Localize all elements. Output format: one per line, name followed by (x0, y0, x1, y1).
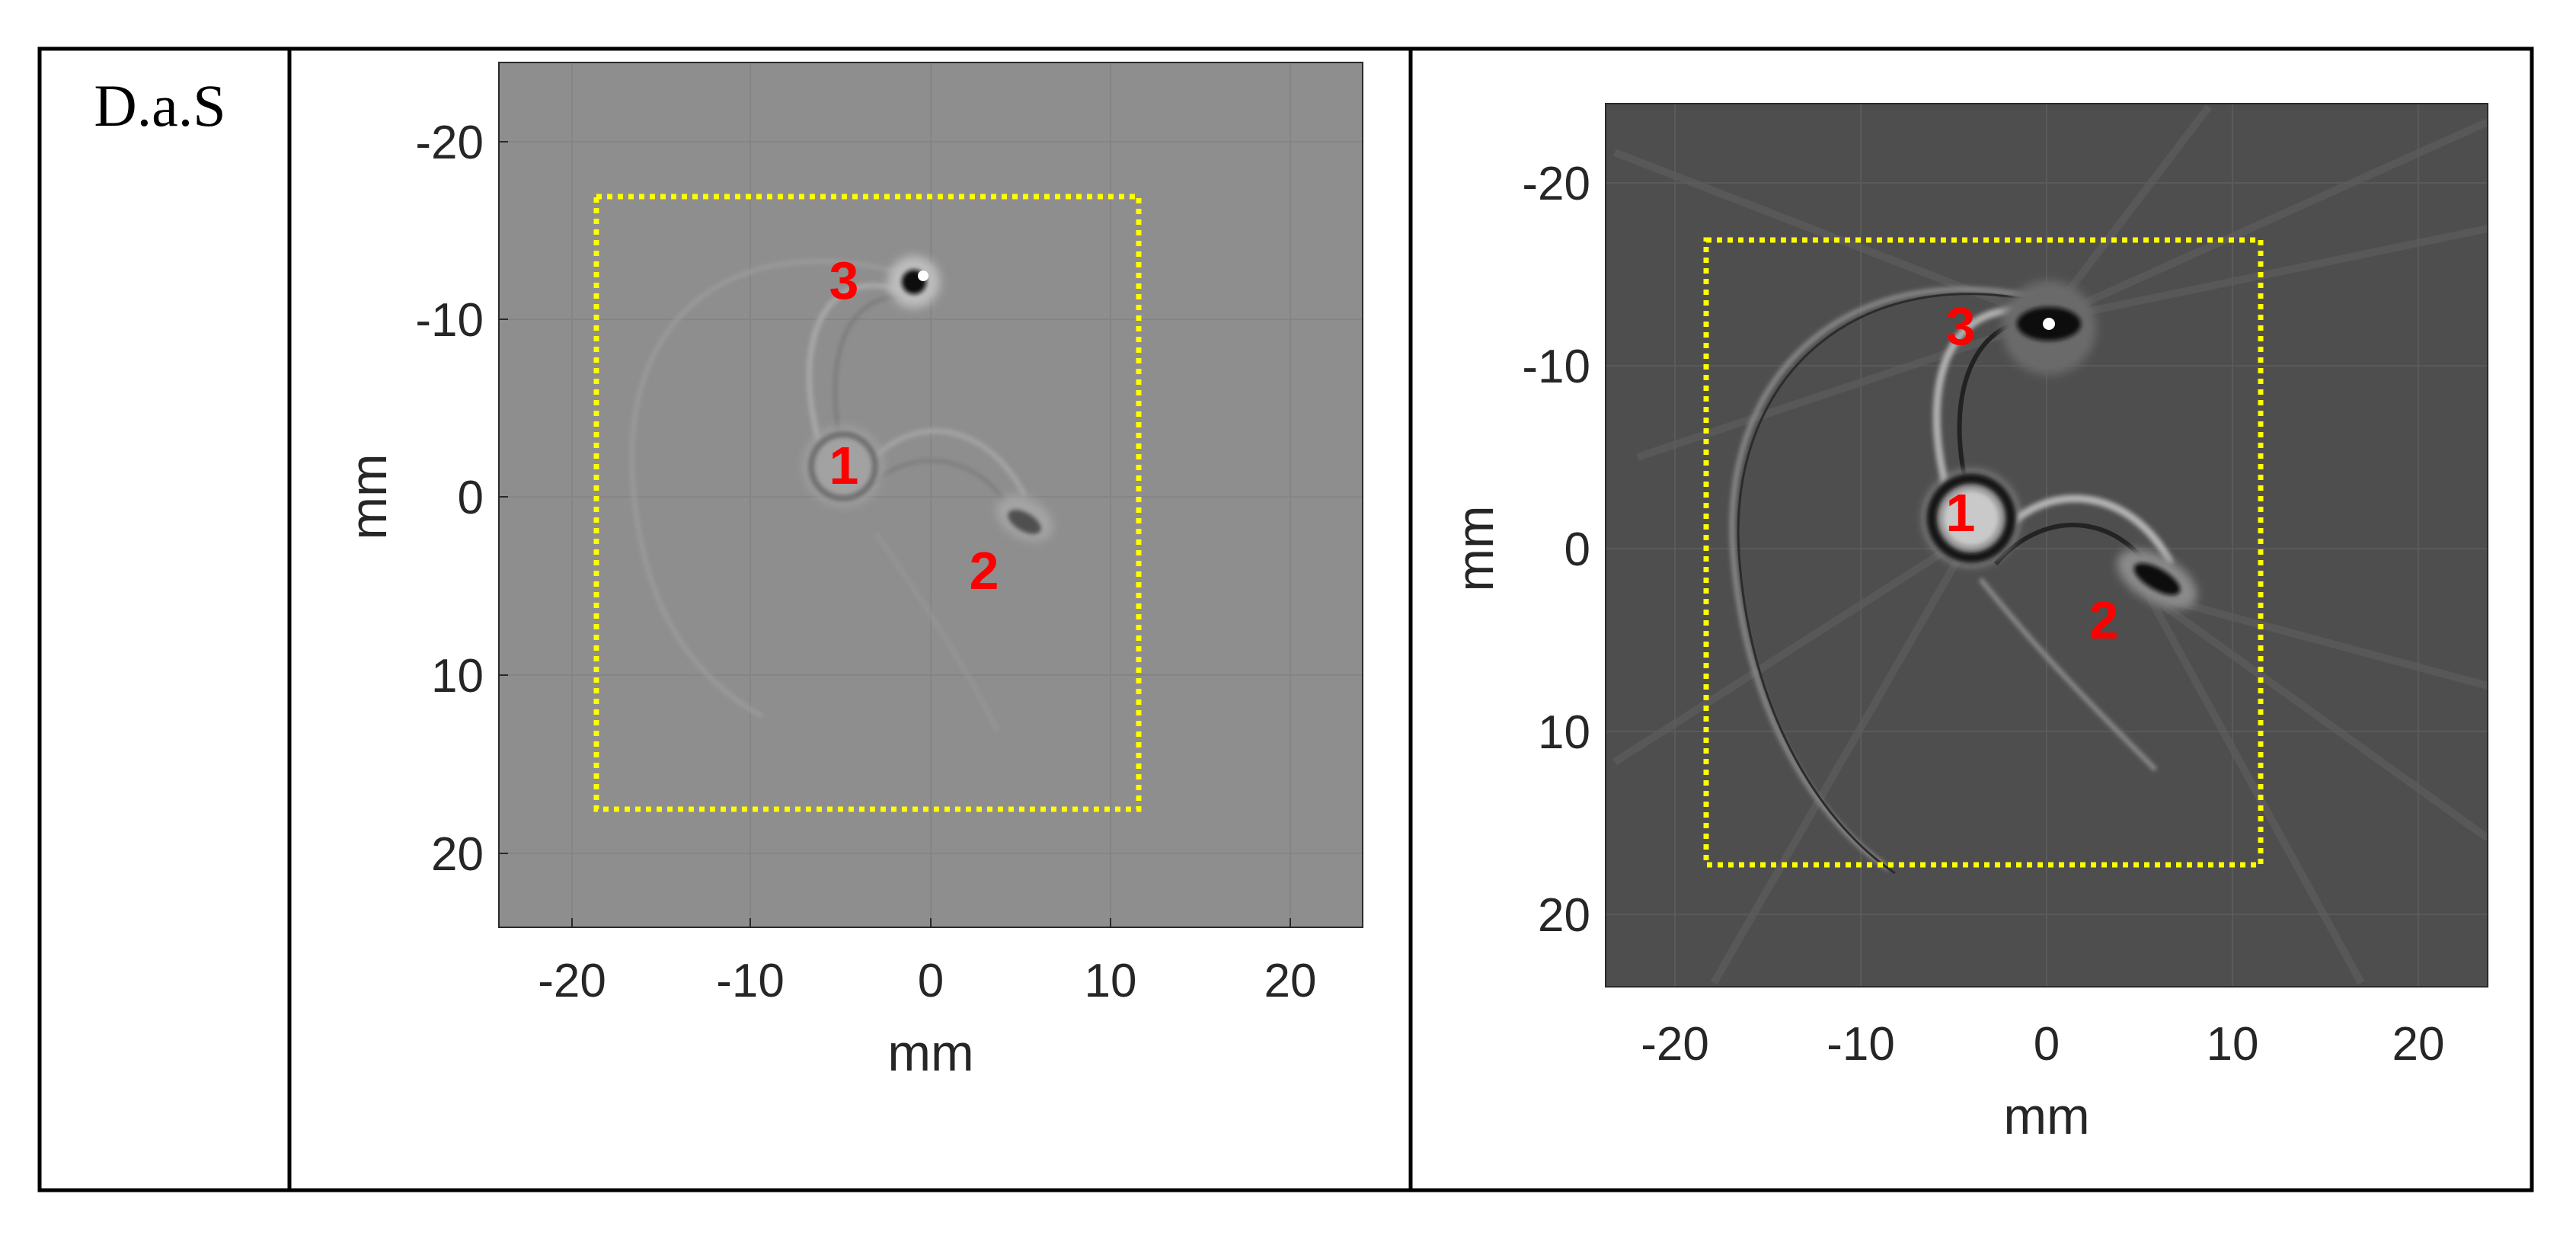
right-y-tick-label: -20 (1522, 158, 1590, 210)
right-x-tick-label: 10 (2207, 1018, 2259, 1071)
marker-label-1: 1 (829, 436, 859, 495)
table-border (37, 46, 2534, 1192)
right-reconstruction-image (1606, 104, 2488, 987)
comparison-table (37, 46, 2534, 1192)
left-x-tick-label: -10 (716, 955, 785, 1007)
left-x-tick-label: 20 (1264, 955, 1317, 1007)
right-y-tick-labels: -20 -10 0 10 20 (1522, 158, 1590, 942)
right-roi-box (1703, 237, 2264, 868)
left-marker-labels: 3 1 2 (829, 251, 999, 600)
left-roi-box (593, 194, 1142, 812)
left-target-blob-1 (804, 427, 883, 506)
right-y-tick-label: -10 (1522, 341, 1590, 393)
right-y-tick-label: 10 (1538, 706, 1590, 759)
left-target-blob-2 (996, 495, 1053, 542)
row-label: D.a.S (94, 72, 225, 139)
left-reconstruction-image (499, 62, 1363, 927)
marker-label-1: 1 (1946, 483, 1976, 543)
left-y-tick-label: 0 (458, 472, 484, 524)
right-x-tick-label: 20 (2392, 1018, 2445, 1071)
right-y-tick-label: 20 (1538, 889, 1590, 942)
right-x-tick-label: 0 (2034, 1018, 2060, 1071)
left-y-tick-labels: -20 -10 0 10 20 (415, 117, 484, 881)
right-marker-labels: 3 1 2 (1946, 296, 2119, 650)
right-x-axis-label: mm (2003, 1087, 2089, 1145)
marker-label-3: 3 (829, 251, 859, 310)
left-y-tick-label: 10 (431, 650, 484, 703)
right-target-blob-2 (2117, 549, 2197, 609)
left-x-tick-labels: -20 -10 0 10 20 (538, 955, 1316, 1007)
right-arc-artifacts (1729, 286, 2175, 875)
left-x-tick-label: -20 (538, 955, 606, 1007)
left-y-tick-label: -20 (415, 117, 484, 169)
marker-label-3: 3 (1946, 296, 1976, 356)
left-tick-marks (499, 141, 1291, 927)
left-panel: -20 -10 0 10 20 -20 -10 0 10 20 mm mm 3 … (340, 62, 1363, 1082)
marker-label-2: 2 (970, 541, 999, 600)
right-target-blob-1 (1924, 471, 2018, 565)
right-y-tick-label: 0 (1564, 523, 1590, 576)
left-y-tick-label: -10 (415, 294, 484, 347)
marker-label-2: 2 (2089, 591, 2119, 650)
right-x-tick-label: -20 (1641, 1018, 1709, 1071)
right-target-blob-3 (2002, 280, 2096, 375)
left-target-blob-3 (888, 256, 940, 308)
left-faint-grid (499, 62, 1363, 927)
right-panel: -20 -10 0 10 20 -20 -10 0 10 20 mm mm 3 … (1446, 103, 2488, 1145)
right-x-tick-label: -10 (1827, 1018, 1895, 1071)
left-arc-artifacts (630, 259, 1027, 732)
left-x-tick-label: 10 (1085, 955, 1137, 1007)
left-x-tick-label: 0 (918, 955, 944, 1007)
left-y-tick-label: 20 (431, 828, 484, 881)
right-y-axis-label: mm (1446, 505, 1504, 591)
right-axes-frame (1605, 103, 2488, 988)
left-x-axis-label: mm (887, 1024, 973, 1082)
right-x-tick-labels: -20 -10 0 10 20 (1641, 1018, 2444, 1071)
left-y-axis-label: mm (340, 453, 398, 539)
